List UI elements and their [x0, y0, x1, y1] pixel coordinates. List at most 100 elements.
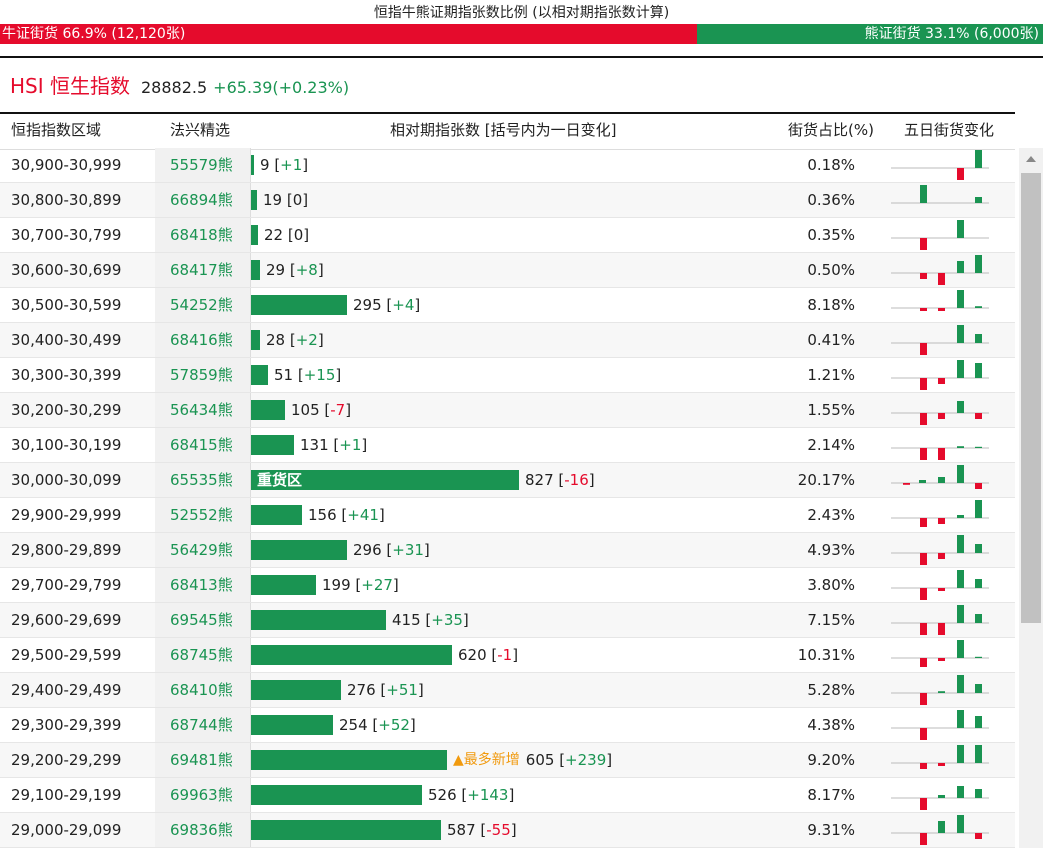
row-fx-link[interactable]: 54252熊 [170, 296, 233, 314]
contracts-delta: +51 [386, 681, 418, 699]
contracts-bar [251, 785, 422, 805]
table-row: 30,100-30,199 68415熊 131 [+1] 2.14% [0, 428, 1015, 463]
sparkline-bar [957, 675, 964, 693]
row-fx-cell: 68415熊 [155, 428, 251, 462]
sparkline-bar [920, 343, 927, 355]
sparkline-bar [920, 658, 927, 667]
row-fx-link[interactable]: 57859熊 [170, 366, 233, 384]
five-day-sparkline [891, 185, 989, 204]
row-contracts-cell: 9 [+1] [251, 148, 308, 182]
row-fx-cell: 54252熊 [155, 288, 251, 322]
sparkline-bar [957, 360, 964, 378]
sparkline-bar [975, 255, 982, 273]
table-row: 29,000-29,099 69836熊 587 [-55] 9.31% [0, 813, 1015, 848]
contracts-count: 105 [291, 401, 320, 419]
contracts-delta: +1 [280, 156, 303, 174]
heavy-zone-label: 重货区 [257, 471, 303, 489]
sparkline-bar [920, 833, 927, 845]
contracts-bar [251, 365, 268, 385]
vertical-scrollbar[interactable] [1019, 148, 1043, 848]
contracts-delta: +239 [565, 751, 607, 769]
sparkline-bar [957, 786, 964, 798]
contracts-value: 276 [+51] [347, 681, 424, 699]
row-fx-cell: 69545熊 [155, 603, 251, 637]
row-fx-link[interactable]: 68416熊 [170, 331, 233, 349]
contracts-bar: 重货区 [251, 470, 519, 490]
contracts-delta: +27 [361, 576, 393, 594]
row-pct: 8.18% [807, 296, 855, 314]
table-row: 29,100-29,199 69963熊 526 [+143] 8.17% [0, 778, 1015, 813]
sparkline-bar [975, 483, 982, 489]
five-day-sparkline [891, 640, 989, 667]
contracts-value: 19 [0] [263, 191, 309, 209]
row-range: 30,100-30,199 [11, 436, 122, 454]
row-fx-link[interactable]: 69963熊 [170, 786, 233, 804]
row-contracts-cell: 526 [+143] [251, 778, 514, 812]
sparkline-bar [920, 413, 927, 425]
contracts-count: 19 [263, 191, 283, 209]
row-contracts-cell: 276 [+51] [251, 673, 424, 707]
row-fx-link[interactable]: 68417熊 [170, 261, 233, 279]
row-fx-link[interactable]: 65535熊 [170, 471, 233, 489]
sparkline-bar [938, 477, 945, 483]
contracts-value: 51 [+15] [274, 366, 342, 384]
five-day-sparkline [891, 570, 989, 600]
row-fx-link[interactable]: 69545熊 [170, 611, 233, 629]
row-fx-link[interactable]: 68745熊 [170, 646, 233, 664]
row-range: 29,300-29,399 [11, 716, 122, 734]
sparkline-bar [975, 413, 982, 419]
contracts-count: 9 [260, 156, 270, 174]
contracts-delta: +2 [295, 331, 318, 349]
contracts-bar [251, 645, 452, 665]
sparkline-bar [975, 745, 982, 763]
scroll-up-arrow-icon[interactable] [1026, 156, 1036, 162]
index-change: +65.39(+0.23%) [213, 78, 350, 97]
row-fx-link[interactable]: 68744熊 [170, 716, 233, 734]
row-range: 29,100-29,199 [11, 786, 122, 804]
sparkline-bar [920, 378, 927, 390]
scrollbar-thumb[interactable] [1021, 173, 1041, 623]
sparkline-bar [957, 168, 964, 180]
sparkline-bar [920, 798, 927, 810]
row-pct: 2.43% [807, 506, 855, 524]
sparkline-bar [938, 518, 945, 524]
row-fx-link[interactable]: 56429熊 [170, 541, 233, 559]
row-fx-cell: 69963熊 [155, 778, 251, 812]
sparkline-bar [957, 570, 964, 588]
row-fx-cell: 57859熊 [155, 358, 251, 392]
sparkline-bar [920, 588, 927, 600]
row-range: 29,400-29,499 [11, 681, 122, 699]
five-day-sparkline [891, 325, 989, 355]
row-fx-link[interactable]: 55579熊 [170, 156, 233, 174]
row-fx-link[interactable]: 68413熊 [170, 576, 233, 594]
sparkline-bar [957, 261, 964, 273]
row-fx-link[interactable]: 56434熊 [170, 401, 233, 419]
contracts-bar [251, 400, 285, 420]
row-fx-link[interactable]: 68418熊 [170, 226, 233, 244]
row-fx-link[interactable]: 69836熊 [170, 821, 233, 839]
row-pct: 0.18% [807, 156, 855, 174]
row-pct: 4.38% [807, 716, 855, 734]
row-fx-cell: 69481熊 [155, 743, 251, 777]
contracts-count: 415 [392, 611, 421, 629]
bull-share-segment: 牛证街货 66.9% (12,120张) [0, 24, 697, 44]
row-fx-link[interactable]: 52552熊 [170, 506, 233, 524]
contracts-bar [251, 820, 441, 840]
contracts-bar [251, 575, 316, 595]
row-fx-cell: 65535熊 [155, 463, 251, 497]
contracts-bar [251, 540, 347, 560]
column-header-pct: 街货占比(%) [788, 121, 874, 139]
row-contracts-cell: 620 [-1] [251, 638, 518, 672]
row-fx-link[interactable]: 69481熊 [170, 751, 233, 769]
column-header-range: 恒指指数区域 [11, 121, 102, 139]
row-fx-link[interactable]: 68410熊 [170, 681, 233, 699]
row-fx-link[interactable]: 68415熊 [170, 436, 233, 454]
data-table-body[interactable]: 30,900-30,999 55579熊 9 [+1] 0.18% 30,800-30,… [0, 148, 1015, 848]
row-fx-link[interactable]: 66894熊 [170, 191, 233, 209]
sparkline-bar [975, 579, 982, 588]
row-contracts-cell: 415 [+35] [251, 603, 469, 637]
bull-bear-ratio-bar: 牛证街货 66.9% (12,120张) 熊证街货 33.1% (6,000张) [0, 24, 1043, 44]
contracts-delta: -1 [497, 646, 513, 664]
contracts-value: 295 [+4] [353, 296, 421, 314]
row-range: 29,600-29,699 [11, 611, 122, 629]
